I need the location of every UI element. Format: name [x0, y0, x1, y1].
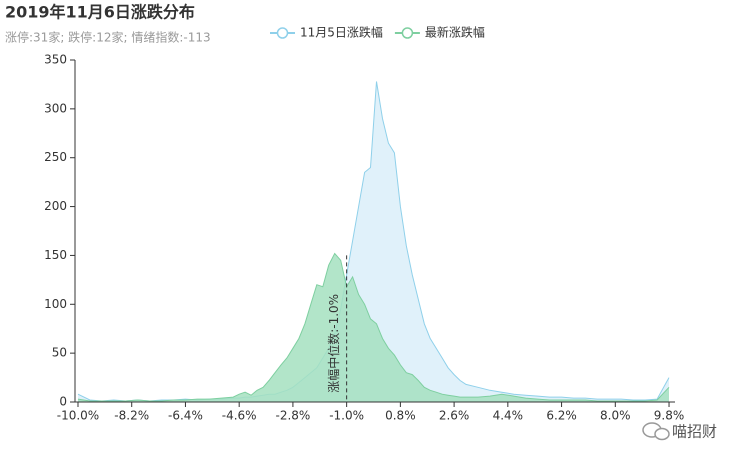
y-tick-label: 0	[59, 395, 67, 409]
legend-item: 11月5日涨跌幅	[270, 25, 383, 40]
area	[78, 253, 669, 402]
x-tick-label: 4.4%	[493, 409, 524, 423]
x-tick-label: -10.0%	[57, 409, 99, 423]
legend-item: 最新涨跌幅	[394, 25, 485, 40]
x-tick-label: -8.2%	[114, 409, 149, 423]
y-tick-label: 350	[44, 53, 67, 67]
y-tick-label: 150	[44, 248, 67, 262]
median-label: 涨幅中位数:-1.0%	[326, 294, 341, 393]
chart-title: 2019年11月6日涨跌分布	[5, 3, 195, 22]
y-tick-label: 50	[52, 346, 67, 360]
x-tick-label: 8.0%	[600, 409, 631, 423]
watermark-icon	[642, 422, 670, 441]
legend-marker	[276, 27, 289, 39]
y-tick-label: 300	[44, 101, 67, 115]
y-tick-label: 100	[44, 297, 67, 311]
area	[78, 81, 669, 402]
x-tick-label: -4.6%	[222, 409, 257, 423]
x-tick-label: 6.2%	[546, 409, 577, 423]
x-tick-label: 0.8%	[385, 409, 416, 423]
legend-label: 11月5日涨跌幅	[300, 25, 383, 40]
watermark: 喵招财	[672, 423, 717, 441]
series-line	[77, 252, 670, 402]
x-tick-label: -2.8%	[275, 409, 310, 423]
y-tick-label: 200	[44, 199, 67, 213]
x-tick-label: 2.6%	[439, 409, 470, 423]
x-tick-label: -6.4%	[168, 409, 203, 423]
legend-label: 最新涨跌幅	[425, 25, 485, 40]
y-tick-label: 250	[44, 150, 67, 164]
x-tick-label: -1.0%	[329, 409, 364, 423]
chart-subtitle: 涨停:31家; 跌停:12家; 情绪指数:-113	[5, 30, 211, 45]
legend-marker	[401, 27, 414, 39]
x-tick-label: 9.8%	[654, 409, 685, 423]
